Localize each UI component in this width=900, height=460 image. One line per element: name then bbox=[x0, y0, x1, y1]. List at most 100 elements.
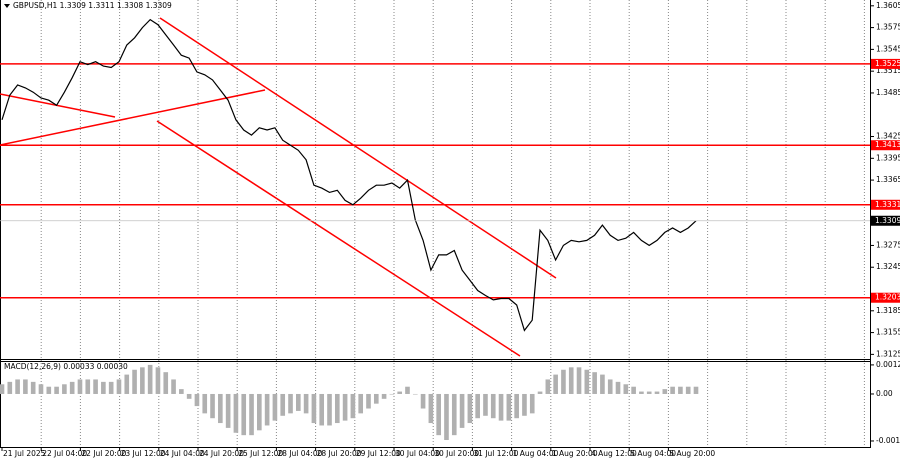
histogram-bar bbox=[646, 391, 652, 394]
level-label-bg bbox=[871, 199, 900, 210]
y-tick-label: 1.3545 bbox=[876, 44, 900, 53]
histogram-bar bbox=[498, 393, 504, 421]
histogram-bar bbox=[342, 393, 348, 421]
histogram-bar bbox=[77, 379, 83, 394]
histogram-bar bbox=[420, 393, 426, 409]
trend-line bbox=[156, 120, 521, 357]
histogram-bar bbox=[179, 389, 184, 394]
histogram-bar bbox=[233, 393, 239, 433]
level-label: 1.3525 bbox=[875, 59, 900, 68]
histogram-bar bbox=[459, 393, 465, 428]
histogram-bar bbox=[428, 393, 434, 424]
histogram-bar bbox=[257, 393, 262, 431]
histogram-bar bbox=[280, 393, 286, 416]
histogram-bar bbox=[436, 393, 441, 436]
x-tick-label: 22 Jul 04:00 bbox=[42, 449, 87, 458]
x-tick-label: 24 Jul 20:00 bbox=[199, 449, 244, 458]
y-tick-label: 1.3575 bbox=[876, 23, 900, 32]
x-tick-label: 30 Jul 04:00 bbox=[395, 449, 440, 458]
histogram-bar bbox=[155, 367, 161, 394]
chart-title: GBPUSD,H1 1.3309 1.3311 1.3308 1.3309 bbox=[13, 1, 172, 10]
histogram-bar bbox=[54, 386, 59, 394]
level-label: 1.3331 bbox=[875, 200, 900, 209]
x-tick-label: 30 Jul 20:00 bbox=[434, 449, 479, 458]
histogram-bar bbox=[568, 367, 574, 394]
indicator-title: MACD(12,26,9) 0.00033 0.00030 bbox=[4, 362, 128, 371]
histogram-bar bbox=[607, 379, 613, 394]
histogram-bar bbox=[101, 381, 106, 394]
histogram-bar bbox=[381, 393, 387, 399]
x-tick-label: 23 Jul 12:00 bbox=[121, 449, 166, 458]
y-tick-label: 1.3155 bbox=[876, 328, 900, 337]
y-tick-label: 1.3365 bbox=[876, 175, 900, 184]
x-tick-label: 22 Jul 20:00 bbox=[81, 449, 126, 458]
y-tick-label: 1.3395 bbox=[876, 153, 900, 162]
histogram-bar bbox=[654, 391, 660, 394]
histogram-bar bbox=[7, 381, 13, 394]
histogram-bar bbox=[389, 393, 395, 395]
histogram-bar bbox=[529, 393, 535, 414]
histogram-bar bbox=[467, 393, 473, 424]
histogram-bar bbox=[451, 393, 457, 436]
histogram-bar bbox=[600, 374, 605, 394]
histogram-bar bbox=[522, 393, 527, 416]
histogram-bar bbox=[38, 384, 44, 394]
histogram-bar bbox=[475, 393, 480, 419]
x-tick-label: 25 Jul 12:00 bbox=[238, 449, 283, 458]
histogram-bar bbox=[553, 374, 558, 394]
histogram-bar bbox=[171, 379, 176, 394]
x-tick-label: 1 Aug 04:00 bbox=[513, 449, 559, 458]
histogram-bar bbox=[561, 369, 566, 394]
histogram-bar bbox=[46, 386, 52, 394]
trend-line bbox=[0, 93, 116, 118]
histogram-bar bbox=[85, 379, 91, 394]
histogram-bar bbox=[662, 389, 668, 394]
y-tick-label: 1.3515 bbox=[876, 66, 900, 75]
histogram-bar bbox=[0, 384, 5, 394]
y-tick-label: 1.3275 bbox=[876, 240, 900, 249]
histogram-bar bbox=[405, 386, 410, 394]
histogram-bar bbox=[350, 393, 356, 419]
y-tick-label: -0.00194 bbox=[876, 436, 900, 445]
last-price-label: 1.3309 bbox=[875, 216, 900, 225]
histogram-bar bbox=[202, 393, 208, 414]
histogram-bar bbox=[296, 393, 301, 411]
histogram-bar bbox=[319, 393, 325, 426]
x-tick-label: 1 Aug 20:00 bbox=[552, 449, 598, 458]
histogram-bar bbox=[545, 379, 551, 394]
histogram-bar bbox=[124, 374, 130, 394]
x-tick-label: 5 Aug 04:00 bbox=[630, 449, 676, 458]
histogram-bar bbox=[615, 381, 621, 394]
last-price-bg bbox=[871, 215, 900, 226]
histogram-bar bbox=[490, 393, 496, 419]
histogram-bar bbox=[23, 379, 28, 394]
histogram-bar bbox=[15, 379, 20, 394]
trend-line bbox=[159, 17, 557, 279]
histogram-bar bbox=[514, 393, 519, 419]
histogram-bar bbox=[69, 381, 75, 394]
histogram-bar bbox=[693, 386, 699, 394]
y-tick-label: 0.00 bbox=[876, 389, 893, 398]
x-tick-label: 5 Aug 20:00 bbox=[669, 449, 715, 458]
x-tick-label: 24 Jul 04:00 bbox=[160, 449, 205, 458]
histogram-bar bbox=[108, 381, 114, 394]
x-tick-label: 31 Jul 12:00 bbox=[473, 449, 518, 458]
price-line bbox=[1, 18, 697, 332]
x-tick-label: 28 Jul 04:00 bbox=[277, 449, 322, 458]
y-tick-label: 1.3605 bbox=[876, 1, 900, 10]
x-tick-label: 21 Jul 2025 bbox=[3, 449, 46, 458]
histogram-bar bbox=[584, 369, 590, 394]
histogram-bar bbox=[327, 393, 332, 426]
histogram-bar bbox=[147, 364, 153, 394]
level-label-bg bbox=[871, 140, 900, 151]
level-label-bg bbox=[871, 292, 900, 303]
histogram-bar bbox=[241, 393, 247, 436]
trend-line bbox=[0, 89, 266, 146]
histogram-bar bbox=[210, 393, 215, 419]
histogram-bar bbox=[685, 386, 691, 394]
histogram-bar bbox=[140, 367, 145, 394]
histogram-bar bbox=[412, 393, 418, 395]
histogram-bar bbox=[358, 393, 364, 414]
histogram-bar bbox=[639, 391, 644, 394]
